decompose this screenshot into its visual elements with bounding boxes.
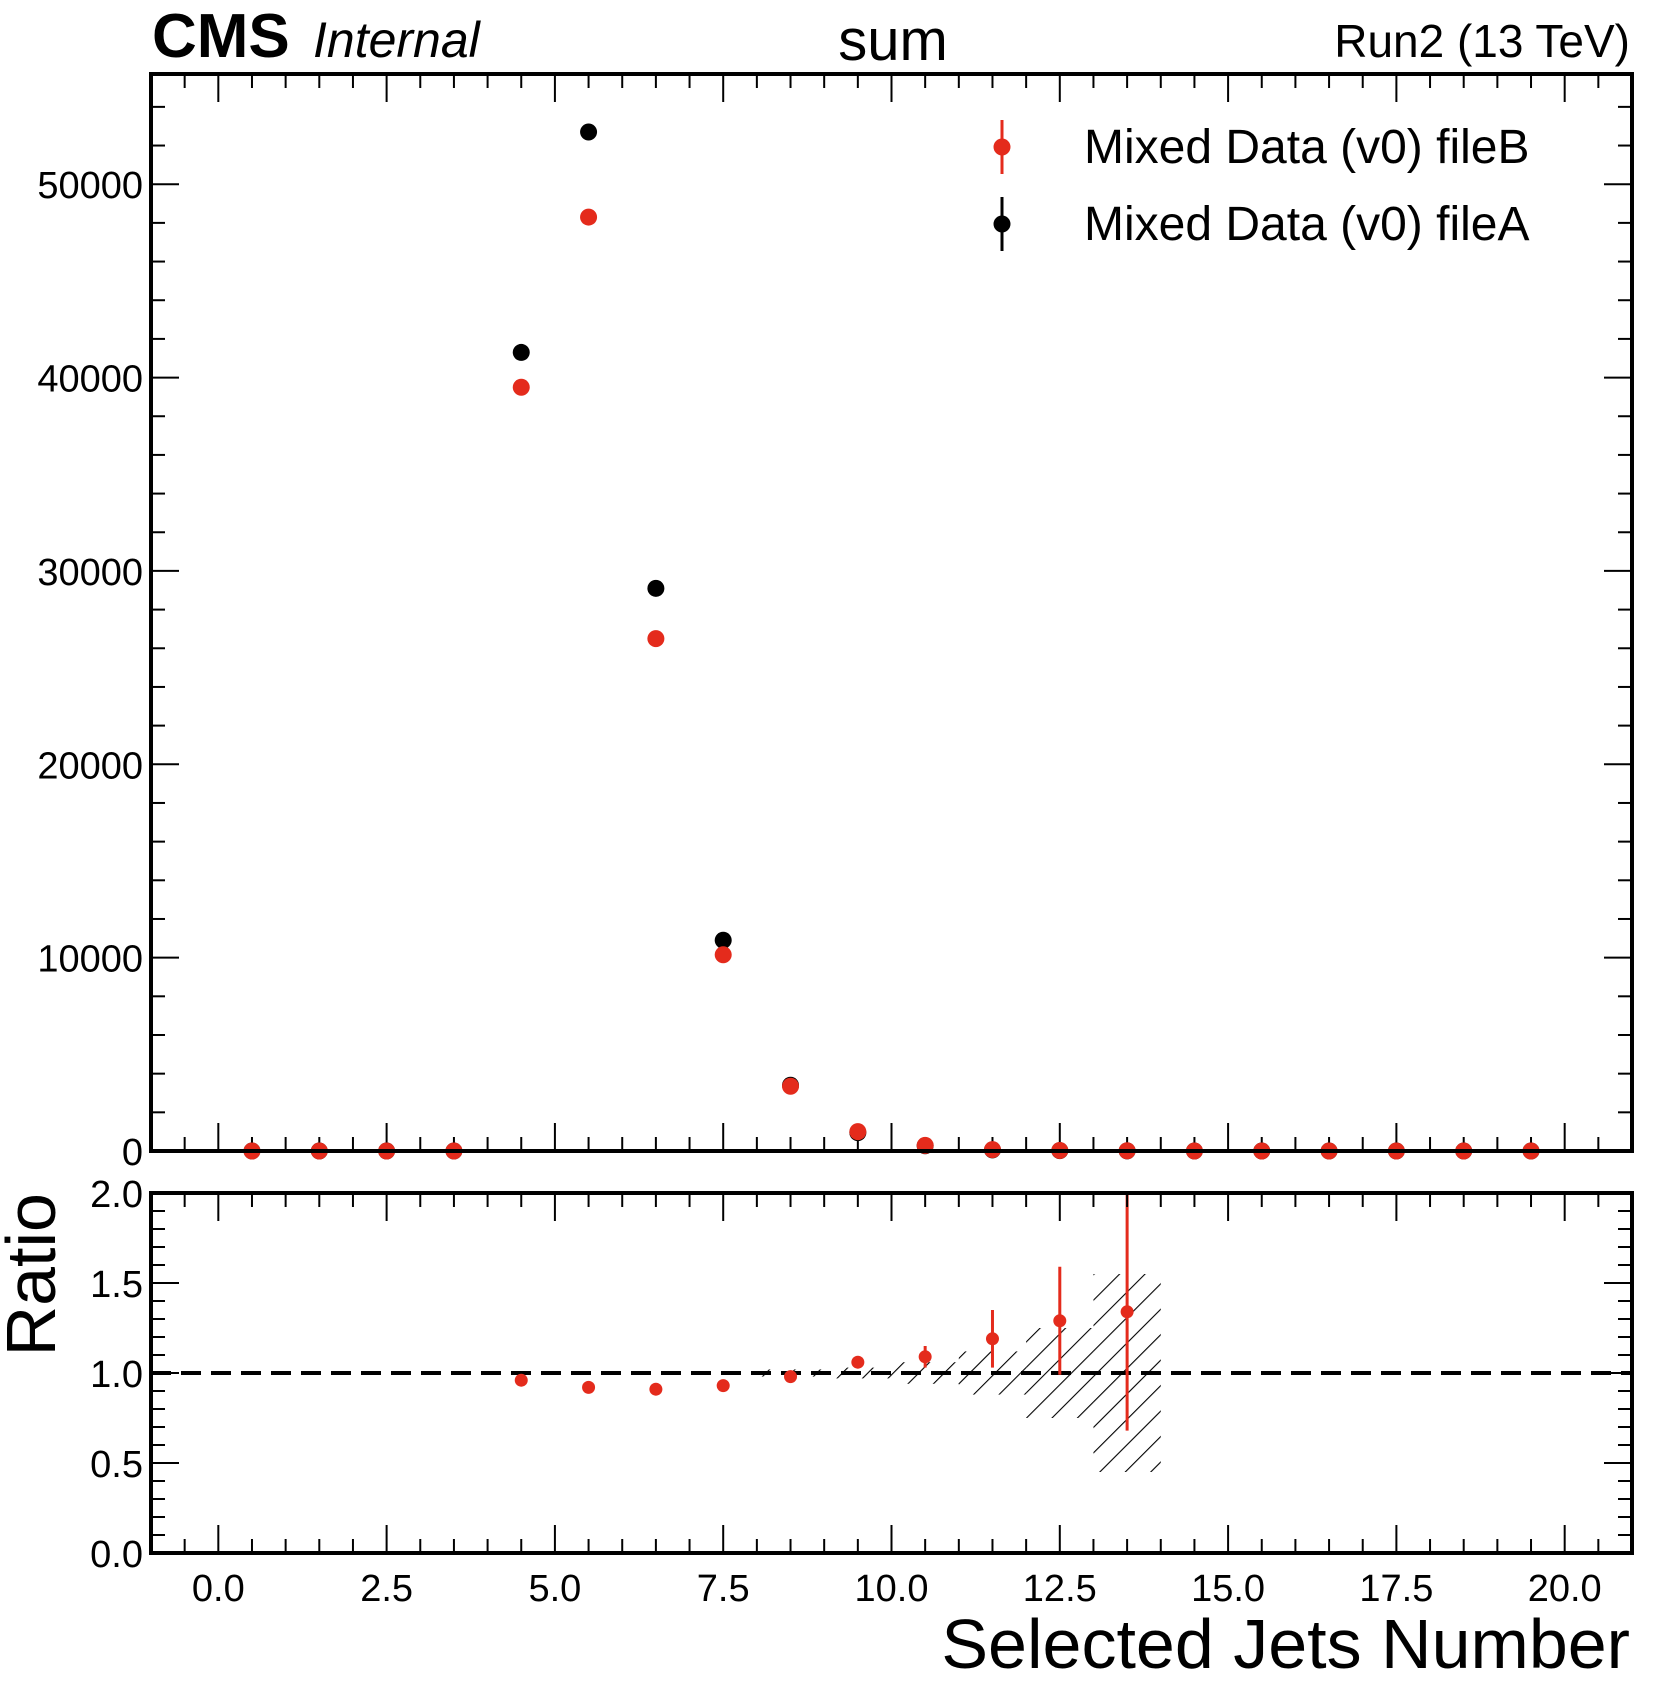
chart-title: sum (838, 8, 948, 73)
ratio-point (514, 1373, 528, 1387)
ratio-y-tick-label: 2.0 (90, 1174, 143, 1216)
legend: Mixed Data (v0) fileB Mixed Data (v0) fi… (993, 120, 1529, 251)
x-tick-label: 5.0 (528, 1568, 581, 1610)
data-point-fileB (782, 1077, 800, 1095)
ratio-point (851, 1355, 865, 1369)
ratio-point (716, 1379, 730, 1393)
y-tick-label: 30000 (37, 552, 143, 594)
legend-label-fileB: Mixed Data (v0) fileB (1084, 121, 1529, 174)
legend-marker-fileB (993, 138, 1011, 156)
main-panel: 0 10000 20000 30000 40000 50000 (37, 72, 1634, 1174)
y-tick-label: 0 (122, 1132, 143, 1174)
ratio-point (918, 1350, 932, 1364)
x-axis-label: Selected Jets Number (941, 1605, 1630, 1683)
ratio-y-axis-label: Ratio (0, 1193, 70, 1356)
main-plot-frame (149, 72, 1634, 1153)
data-point-fileA (580, 123, 598, 141)
x-tick-label: 17.5 (1359, 1568, 1433, 1610)
data-point-fileB (580, 208, 598, 226)
x-tick-label: 10.0 (855, 1568, 929, 1610)
ratio-y-tick-label: 0.5 (90, 1444, 143, 1486)
data-point-fileB (512, 378, 530, 396)
x-tick-label: 12.5 (1023, 1568, 1097, 1610)
y-tick-label: 50000 (37, 165, 143, 207)
ratio-point (649, 1382, 663, 1396)
data-point-fileB (647, 630, 665, 648)
run-label: Run2 (13 TeV) (1334, 15, 1630, 67)
cms-label: CMS (152, 2, 290, 71)
y-tick-label: 40000 (37, 359, 143, 401)
y-tick-label: 10000 (37, 939, 143, 981)
legend-label-fileA: Mixed Data (v0) fileA (1084, 198, 1529, 251)
ratio-y-tick-label: 1.5 (90, 1264, 143, 1306)
ratio-point (1120, 1305, 1134, 1319)
internal-label: Internal (313, 12, 482, 68)
legend-marker-fileA (993, 215, 1011, 233)
x-tick-label: 15.0 (1191, 1568, 1265, 1610)
data-point-fileA (647, 579, 665, 597)
ratio-point (985, 1332, 999, 1346)
x-tick-label: 2.5 (360, 1568, 413, 1610)
y-tick-label: 20000 (37, 745, 143, 787)
data-point-fileA (512, 343, 530, 361)
uncertainty-band (891, 1362, 959, 1384)
ratio-point (582, 1380, 596, 1394)
x-tick-label: 20.0 (1528, 1568, 1602, 1610)
ratio-point (1053, 1314, 1067, 1328)
x-tick-label: 0.0 (192, 1568, 245, 1610)
ratio-plot-frame (149, 1191, 1634, 1555)
x-tick-label: 7.5 (697, 1568, 750, 1610)
data-point-fileB (714, 946, 732, 964)
ratio-y-tick-label: 1.0 (90, 1354, 143, 1396)
ratio-panel: 0.0 0.5 1.0 1.5 2.0 0.0 2.5 5.0 7.5 10.0 12.5 15.0 1… (90, 1174, 1634, 1610)
ratio-point (784, 1370, 798, 1384)
data-point-fileA (714, 931, 732, 949)
ratio-y-tick-label: 0.0 (90, 1534, 143, 1576)
data-point-fileB (849, 1123, 867, 1141)
